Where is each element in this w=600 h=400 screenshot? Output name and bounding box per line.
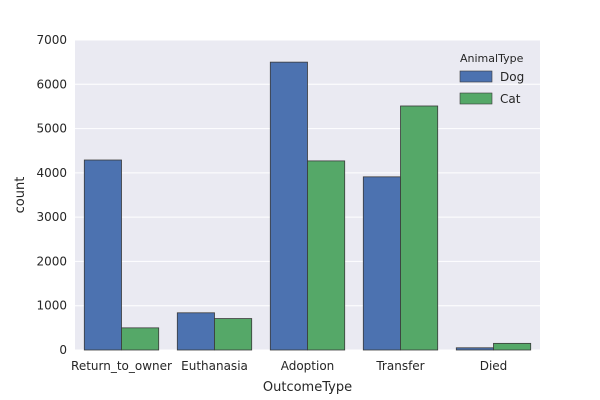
y-tick-label: 6000 [36,77,67,91]
x-tick-label: Euthanasia [181,359,248,373]
bar-dog-died [455,347,494,351]
legend-title: AnimalType [460,52,524,65]
y-tick-label: 5000 [36,122,67,136]
bar-cat-euthanasia [214,318,253,351]
bar-cat-return_to_owner [121,327,160,351]
y-tick-labels: 0 1000 2000 3000 4000 5000 6000 7000 [36,33,67,357]
bars [83,61,532,351]
y-tick-label: 3000 [36,210,67,224]
x-tick-label: Adoption [281,359,335,373]
x-tick-label: Died [480,359,508,373]
x-tick-label: Transfer [375,359,424,373]
y-tick-label: 7000 [36,33,67,47]
legend-label-dog: Dog [500,70,524,84]
y-axis-label: count [13,177,28,214]
legend-swatch-dog [459,70,493,83]
legend-swatch-cat [459,92,493,105]
bar-cat-transfer [400,105,439,351]
y-tick-label: 1000 [36,299,67,313]
x-tick-label: Return_to_owner [71,359,172,373]
bar-dog-euthanasia [176,312,215,351]
bar-cat-adoption [307,160,346,351]
x-axis-label: OutcomeType [263,380,352,395]
y-tick-label: 0 [59,343,67,357]
bar-cat-died [493,342,532,351]
legend: AnimalType Dog Cat [459,52,524,106]
bar-dog-transfer [362,176,401,351]
bar-dog-adoption [269,61,308,351]
y-tick-label: 2000 [36,254,67,268]
x-tick-labels: Return_to_owner Euthanasia Adoption Transfe… [71,359,507,373]
legend-label-cat: Cat [500,92,521,106]
y-tick-label: 4000 [36,166,67,180]
bar-dog-return_to_owner [83,159,122,351]
